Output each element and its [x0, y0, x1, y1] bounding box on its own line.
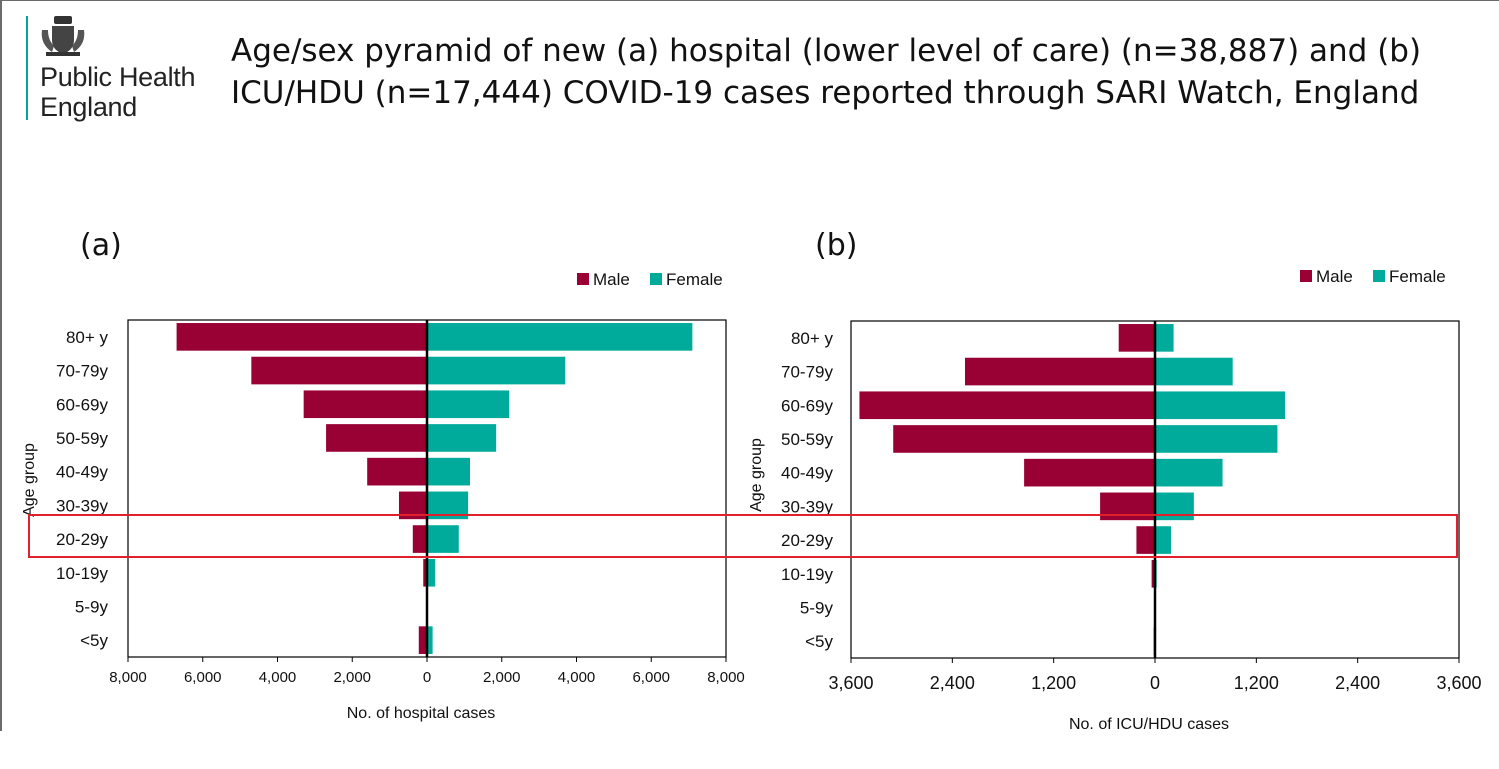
category-label-a-0: 80+ y — [66, 328, 109, 347]
bar-female-b-3 — [1155, 425, 1278, 453]
x-tick-label-b-3: 0 — [1150, 673, 1160, 693]
bar-female-a-7 — [427, 558, 436, 587]
bar-female-a-6 — [427, 525, 459, 553]
x-tick-label-b-1: 2,400 — [930, 673, 975, 693]
category-label-a-4: 40-49y — [56, 463, 108, 482]
category-label-b-5: 30-39y — [781, 497, 833, 516]
panel-label-b: (b) — [815, 228, 857, 263]
bar-female-a-0 — [427, 323, 693, 351]
bar-male-b-3 — [893, 425, 1155, 453]
legend-female-swatch-a — [650, 273, 662, 285]
category-label-a-5: 30-39y — [56, 496, 108, 515]
bar-female-a-4 — [427, 457, 470, 486]
bar-female-b-2 — [1155, 391, 1286, 420]
x-axis-label-b: No. of ICU/HDU cases — [1069, 716, 1229, 733]
category-label-b-9: <5y — [805, 632, 833, 651]
legend-male-label-b: Male — [1316, 267, 1353, 286]
category-label-a-9: <5y — [80, 631, 108, 650]
x-axis-label-a: No. of hospital cases — [347, 705, 496, 722]
legend-female-label-b: Female — [1389, 267, 1446, 286]
bar-male-a-6 — [412, 525, 427, 553]
x-tick-label-a-4: 0 — [423, 669, 431, 686]
phe-logo: Public Health England — [26, 12, 216, 124]
bar-female-b-1 — [1155, 357, 1233, 386]
bar-male-b-2 — [859, 391, 1155, 420]
legend-female-label-a: Female — [666, 270, 723, 289]
legend-female-swatch-b — [1373, 270, 1385, 282]
x-tick-label-b-5: 2,400 — [1335, 673, 1380, 693]
category-label-a-1: 70-79y — [56, 362, 108, 381]
category-label-b-7: 10-19y — [781, 565, 833, 584]
category-label-a-2: 60-69y — [56, 395, 108, 414]
slide-title: Age/sex pyramid of new (a) hospital (low… — [231, 30, 1471, 114]
x-tick-label-a-1: 6,000 — [184, 669, 222, 686]
title-line1: Age/sex pyramid of new (a) hospital (low… — [231, 33, 1422, 69]
category-label-a-6: 20-29y — [56, 530, 108, 549]
slide-bottom-margin — [0, 733, 1499, 769]
panel-label-a: (a) — [80, 228, 122, 263]
bar-male-b-6 — [1136, 526, 1155, 554]
bar-female-a-2 — [427, 390, 510, 419]
bar-male-a-1 — [251, 356, 427, 385]
logo-accent-bar — [26, 16, 28, 120]
x-tick-label-b-0: 3,600 — [828, 673, 873, 693]
bar-male-a-0 — [176, 323, 427, 351]
bar-female-a-1 — [427, 356, 566, 385]
bar-male-b-0 — [1118, 324, 1155, 352]
bar-male-a-3 — [326, 424, 427, 452]
x-tick-label-a-5: 2,000 — [483, 669, 521, 686]
highlight-box-20-29y — [28, 514, 1458, 558]
category-label-b-1: 70-79y — [781, 363, 833, 382]
y-axis-label-b: Age group — [748, 438, 765, 512]
bar-male-a-2 — [303, 390, 427, 419]
slide-frame — [0, 0, 1499, 731]
bar-female-a-3 — [427, 424, 497, 452]
logo-text-line1: Public Health — [40, 62, 196, 92]
category-label-b-0: 80+ y — [791, 329, 834, 348]
x-tick-label-b-4: 1,200 — [1234, 673, 1279, 693]
bar-female-a-9 — [427, 626, 433, 654]
bar-male-a-9 — [418, 626, 427, 654]
category-label-b-2: 60-69y — [781, 396, 833, 415]
category-label-b-6: 20-29y — [781, 531, 833, 550]
category-label-a-7: 10-19y — [56, 564, 108, 583]
logo-text-line2: England — [40, 92, 137, 122]
x-tick-label-a-6: 4,000 — [558, 669, 596, 686]
y-axis-label-a: Age group — [21, 443, 38, 517]
category-label-b-4: 40-49y — [781, 464, 833, 483]
bar-male-b-7 — [1151, 559, 1155, 588]
category-label-a-3: 50-59y — [56, 429, 108, 448]
legend-male-swatch-b — [1300, 270, 1312, 282]
x-tick-label-a-7: 6,000 — [632, 669, 670, 686]
category-label-a-8: 5-9y — [75, 597, 109, 616]
x-tick-label-a-0: 8,000 — [109, 669, 147, 686]
category-label-b-3: 50-59y — [781, 430, 833, 449]
bar-male-b-4 — [1024, 458, 1155, 487]
x-tick-label-b-6: 3,600 — [1436, 673, 1481, 693]
bar-male-a-4 — [367, 457, 427, 486]
bar-female-b-4 — [1155, 458, 1223, 487]
x-tick-label-a-3: 2,000 — [333, 669, 371, 686]
bar-male-a-7 — [423, 558, 427, 587]
category-label-b-8: 5-9y — [800, 598, 834, 617]
bar-male-b-1 — [965, 357, 1155, 386]
legend-male-label-a: Male — [593, 270, 630, 289]
x-tick-label-a-2: 4,000 — [259, 669, 297, 686]
bar-female-b-0 — [1155, 324, 1174, 352]
title-line2: ICU/HDU (n=17,444) COVID-19 cases report… — [231, 75, 1420, 111]
x-tick-label-a-8: 8,000 — [707, 669, 745, 686]
x-tick-label-b-2: 1,200 — [1031, 673, 1076, 693]
royal-crest-icon — [41, 16, 85, 56]
bar-female-b-6 — [1155, 526, 1172, 554]
legend-male-swatch-a — [577, 273, 589, 285]
